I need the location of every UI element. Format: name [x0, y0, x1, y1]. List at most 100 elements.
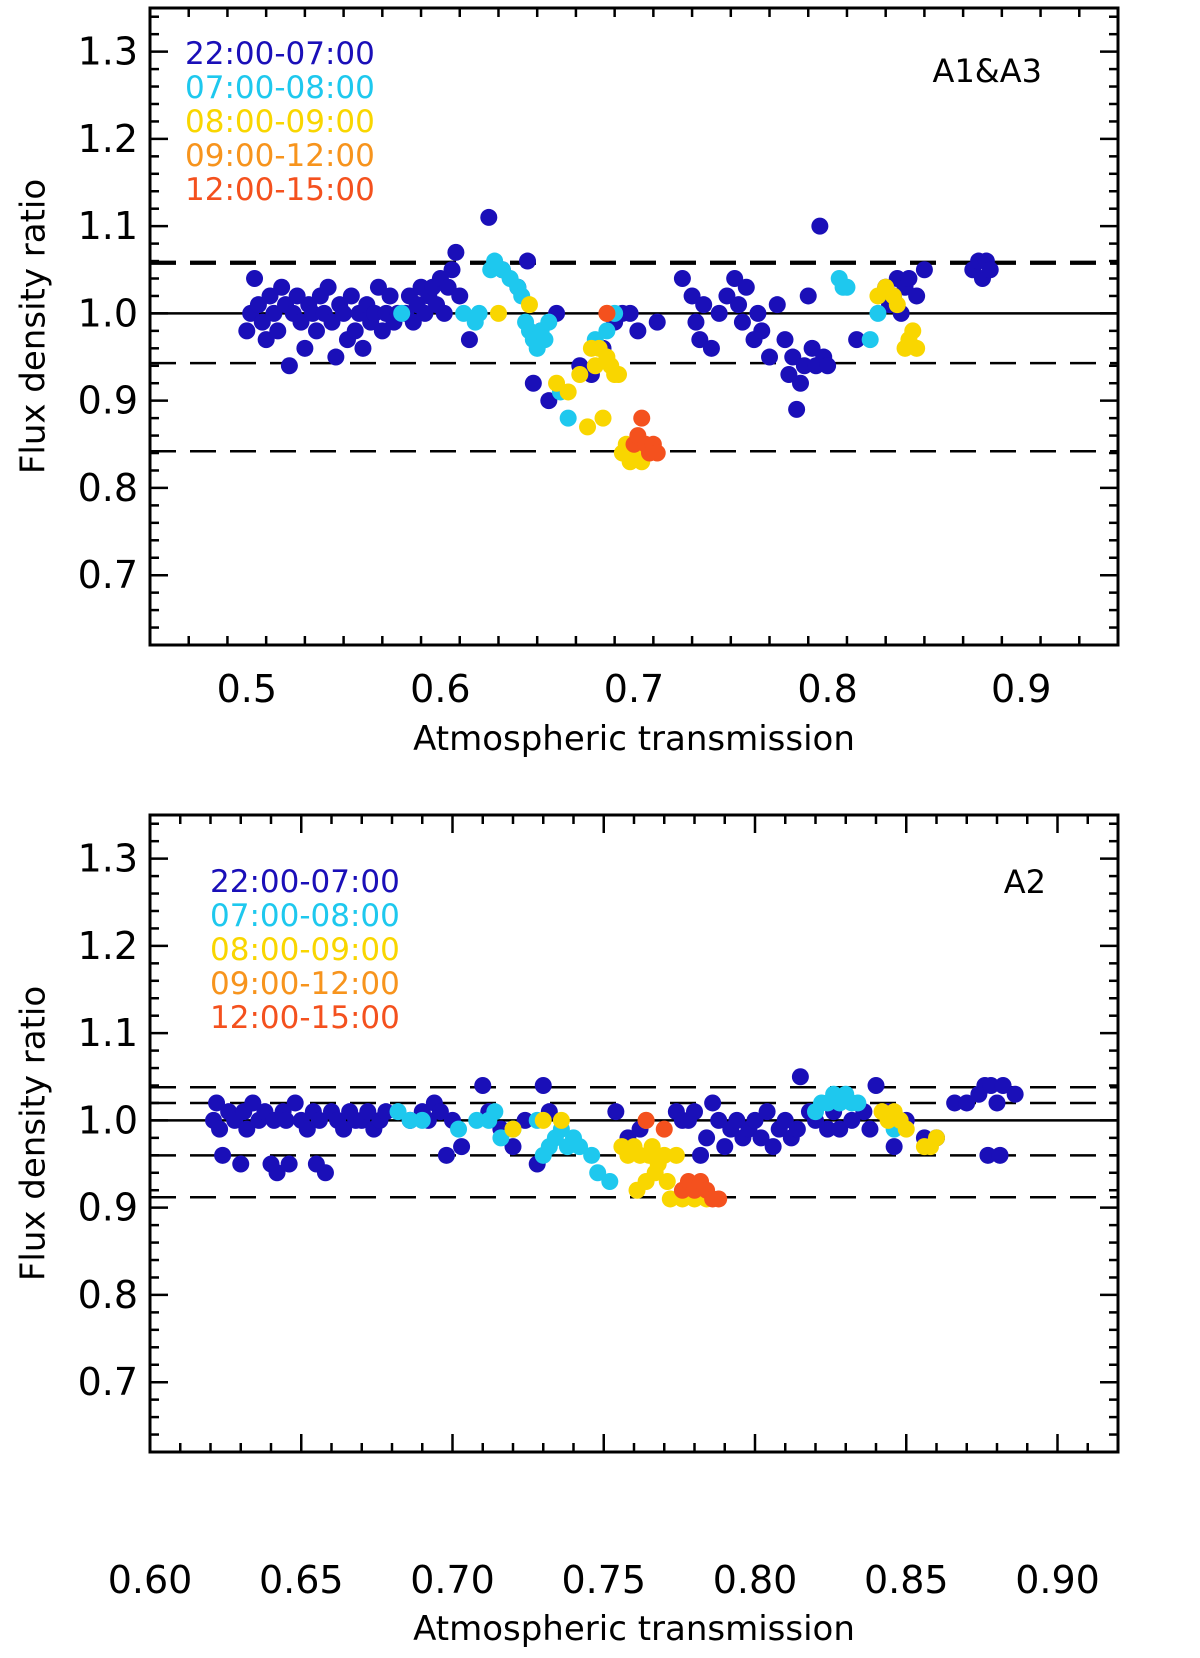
- data-point: [439, 278, 457, 296]
- y-axis-title: Flux density ratio: [14, 179, 54, 474]
- data-point: [764, 1138, 782, 1156]
- data-point: [492, 1129, 510, 1147]
- x-tick-label: 0.65: [259, 1558, 344, 1602]
- data-point: [524, 374, 542, 392]
- x-tick-label: 0.90: [1015, 1558, 1100, 1602]
- data-point: [900, 270, 918, 288]
- data-point: [359, 1103, 377, 1121]
- data-point: [946, 1094, 964, 1112]
- data-point: [861, 1120, 879, 1138]
- data-point: [310, 1111, 328, 1129]
- data-point: [831, 1120, 849, 1138]
- data-point: [908, 339, 926, 357]
- legend-entry: 09:00-12:00: [185, 138, 375, 174]
- data-point: [238, 1120, 256, 1138]
- data-point: [811, 217, 829, 235]
- data-point: [733, 313, 751, 331]
- data-point: [296, 339, 314, 357]
- data-point: [280, 1155, 298, 1173]
- data-point: [519, 252, 537, 270]
- data-point: [269, 322, 287, 340]
- data-point: [504, 1138, 522, 1156]
- data-point: [307, 322, 325, 340]
- data-point: [867, 1077, 885, 1095]
- data-point: [327, 348, 345, 366]
- y-tick-label: 0.8: [78, 1273, 138, 1317]
- y-tick-label: 1.3: [78, 837, 138, 881]
- data-point: [698, 1129, 716, 1147]
- legend: 22:00-07:0007:00-08:0008:00-09:0009:00-1…: [185, 36, 375, 208]
- data-point: [319, 278, 337, 296]
- data-point: [768, 296, 786, 314]
- data-point: [655, 1120, 673, 1138]
- data-point: [658, 1172, 676, 1190]
- data-point: [381, 287, 399, 305]
- data-point: [552, 1111, 570, 1129]
- data-points: [238, 208, 999, 471]
- data-point: [749, 304, 767, 322]
- panel-a2: 0.60 0.65 0.70 0.75 0.80 0.85 0.90 0.7 0.8 0.9 1.…: [14, 813, 1120, 1649]
- panel-label: A2: [1004, 863, 1046, 901]
- data-point: [470, 304, 488, 322]
- data-point: [601, 1172, 619, 1190]
- data-point: [861, 331, 879, 349]
- data-point: [450, 1120, 468, 1138]
- data-point: [848, 331, 866, 349]
- y-tick-label: 1.2: [78, 117, 138, 161]
- data-point: [316, 1164, 334, 1182]
- data-point: [728, 1111, 746, 1129]
- data-point: [598, 304, 616, 322]
- data-point: [981, 261, 999, 279]
- data-point: [253, 313, 271, 331]
- y-axis-title: Flux density ratio: [14, 986, 54, 1281]
- data-point: [369, 278, 387, 296]
- data-point: [520, 296, 538, 314]
- data-point: [908, 287, 926, 305]
- data-point: [897, 1120, 915, 1138]
- data-point: [621, 304, 639, 322]
- y-tick-label: 1.1: [78, 204, 138, 248]
- legend-entry: 08:00-09:00: [185, 104, 375, 140]
- x-tick-labels: 0.5 0.6 0.7 0.8 0.9: [217, 667, 1052, 711]
- data-point: [915, 261, 933, 279]
- data-point: [559, 383, 577, 401]
- data-point: [468, 1111, 486, 1129]
- data-point: [752, 1129, 770, 1147]
- data-point: [746, 1111, 764, 1129]
- data-point: [1006, 1085, 1024, 1103]
- data-point: [323, 313, 341, 331]
- data-point: [784, 348, 802, 366]
- data-point: [843, 1111, 861, 1129]
- data-point: [710, 304, 728, 322]
- data-point: [643, 1138, 661, 1156]
- y-tick-label: 0.7: [78, 553, 138, 597]
- data-point: [991, 1146, 1009, 1164]
- data-point: [548, 374, 566, 392]
- data-point: [244, 1094, 262, 1112]
- data-point: [982, 1077, 1000, 1095]
- data-point: [661, 1190, 679, 1208]
- data-point: [598, 322, 616, 340]
- data-point: [648, 444, 666, 462]
- x-tick-label: 0.60: [108, 1558, 193, 1602]
- data-point: [249, 296, 267, 314]
- axis-ticks: [148, 815, 1120, 1454]
- legend: 22:00-07:0007:00-08:0008:00-09:0009:00-1…: [210, 864, 400, 1036]
- data-point: [366, 304, 384, 322]
- data-point: [869, 304, 887, 322]
- data-point: [559, 409, 577, 427]
- data-point: [455, 304, 473, 322]
- data-point: [431, 1103, 449, 1121]
- data-point: [534, 1111, 552, 1129]
- data-point: [589, 1164, 607, 1182]
- data-point: [718, 287, 736, 305]
- y-tick-labels: 0.7 0.8 0.9 1.0 1.1 1.2 1.3: [78, 837, 138, 1405]
- x-tick-label: 0.9: [991, 667, 1051, 711]
- data-point: [776, 1111, 794, 1129]
- data-point: [534, 1077, 552, 1095]
- data-point: [286, 1094, 304, 1112]
- data-point: [691, 331, 709, 349]
- data-point: [716, 1138, 734, 1156]
- data-point: [758, 1103, 776, 1121]
